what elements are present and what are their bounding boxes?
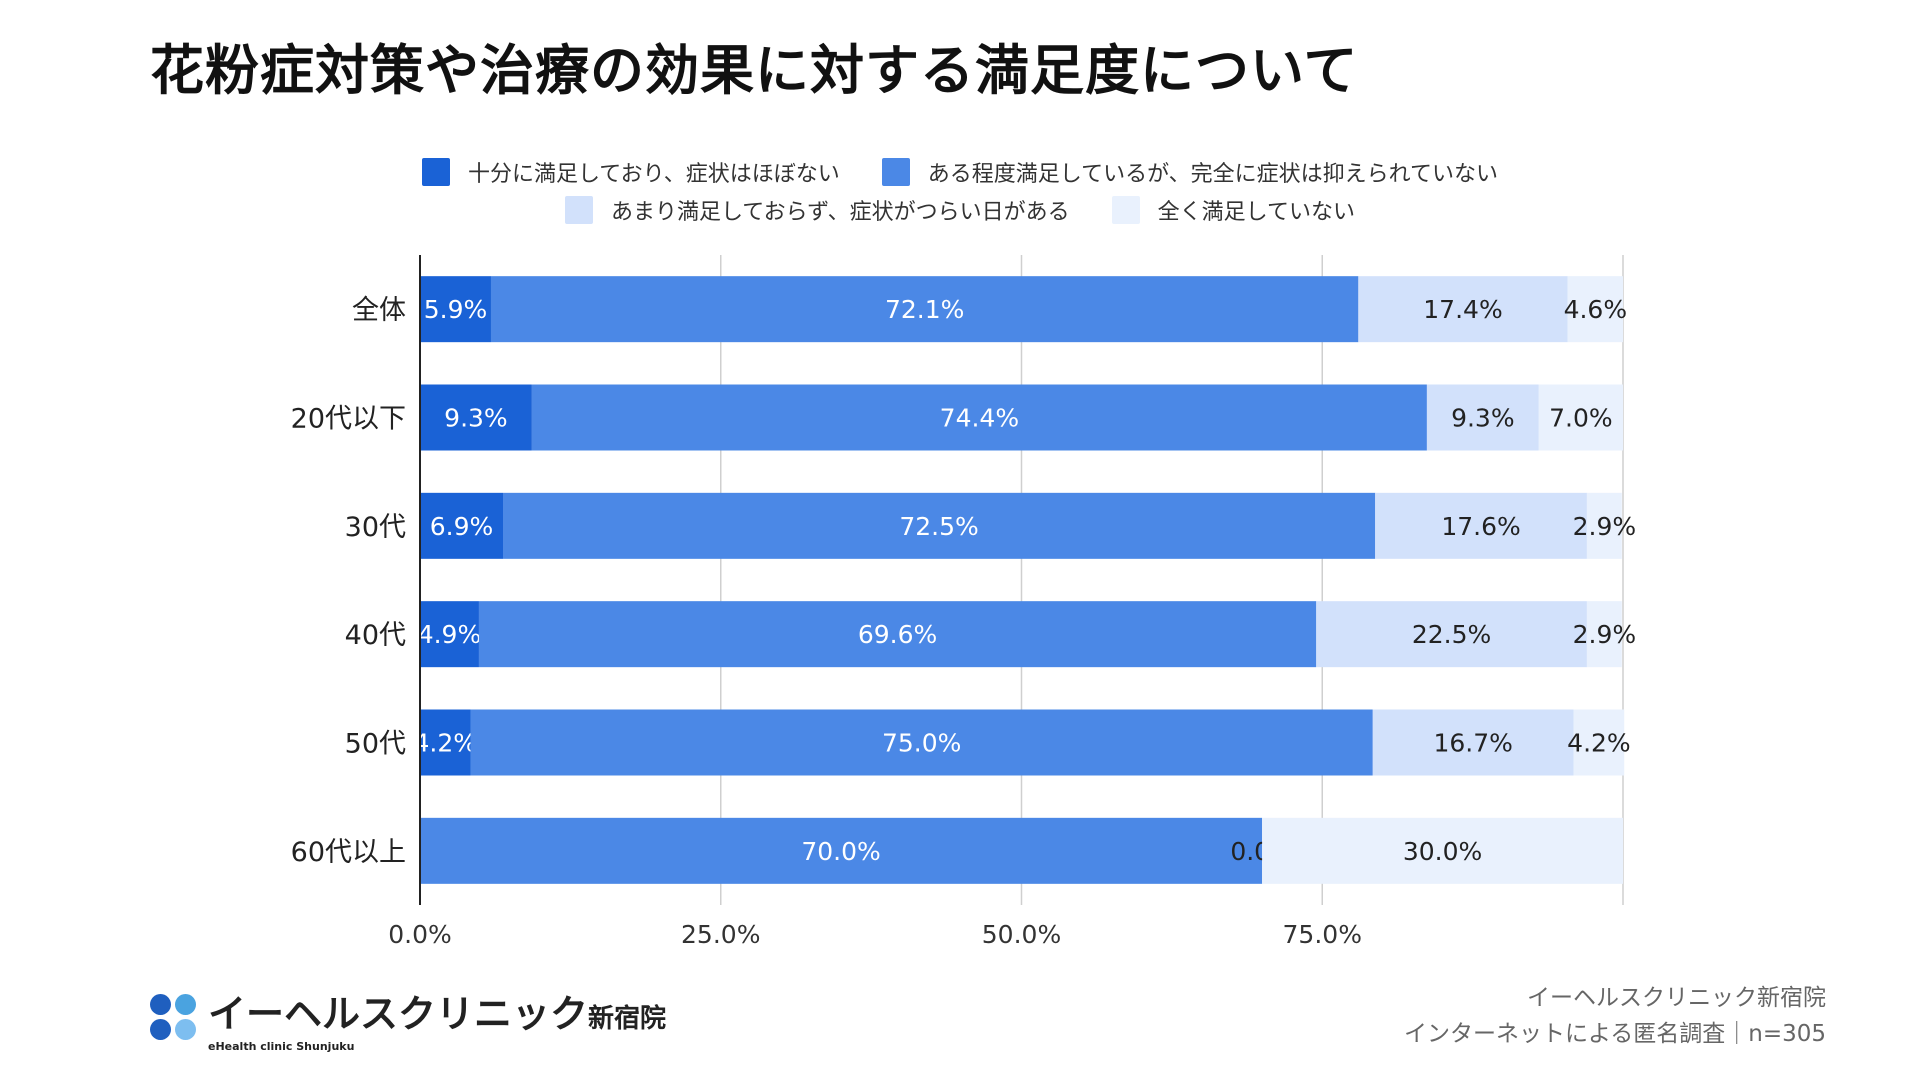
data-label: 30.0% (1403, 837, 1482, 866)
x-tick-label: 25.0% (681, 920, 760, 949)
data-label: 72.5% (899, 512, 978, 541)
bar-segment (1262, 817, 1623, 884)
legend-swatch-not-very-satisfied (564, 196, 593, 224)
legend-item-fully-satisfied: 十分に満足しており、症状はほぼない (421, 156, 840, 188)
category-label: 20代以下 (291, 404, 406, 435)
bar-segment (420, 709, 471, 776)
bar-segment (1372, 709, 1574, 776)
bar-segment (478, 601, 1317, 668)
logo-name: イーヘルスクリニック (208, 992, 589, 1036)
data-label: 75.0% (882, 729, 961, 758)
data-label: 7.0% (1549, 404, 1613, 433)
category-label: 40代 (345, 620, 406, 651)
legend-label-somewhat-satisfied: ある程度満足しているが、完全に症状は抑えられていない (927, 162, 1499, 187)
data-label: 9.3% (444, 404, 508, 433)
logo-mark-icon (150, 994, 198, 1042)
bar-segment (420, 601, 479, 668)
legend-swatch-fully-satisfied (421, 158, 450, 186)
x-tick-label: 75.0% (1283, 920, 1362, 949)
data-label: 2.9% (1573, 620, 1637, 649)
legend-swatch-somewhat-satisfied (881, 158, 910, 186)
logo-dot-icon (175, 1019, 196, 1040)
bar-segment (420, 492, 504, 559)
logo-text: イーヘルスクリニック新宿院 eHealth clinic Shunjuku (208, 994, 666, 1053)
logo-branch: 新宿院 (588, 1004, 667, 1034)
bar-segment (490, 276, 1359, 343)
bar-segment (420, 276, 491, 343)
data-label: 17.6% (1441, 512, 1520, 541)
source-note: イーヘルスクリニック新宿院 インターネットによる匿名調査｜n=305 (1404, 980, 1826, 1052)
bar-segment (420, 384, 532, 451)
bar-segment (1567, 276, 1623, 343)
bar-segment (1426, 384, 1539, 451)
data-label: 2.9% (1573, 512, 1637, 541)
data-label: 4.9% (418, 620, 482, 649)
data-label: 6.9% (430, 512, 494, 541)
data-label: 72.1% (885, 295, 964, 324)
x-tick-label: 0.0% (388, 920, 452, 949)
logo-subtitle: eHealth clinic Shunjuku (208, 1040, 355, 1053)
bar-segment (1586, 601, 1622, 668)
bar-segment (1573, 709, 1625, 776)
data-label: 69.6% (858, 620, 937, 649)
category-label: 全体 (352, 295, 406, 326)
bar-segment (420, 817, 1263, 884)
chart-title: 花粉症対策や治療の効果に対する満足度について (150, 39, 1359, 102)
x-tick-label: 50.0% (982, 920, 1061, 949)
legend-label-fully-satisfied: 十分に満足しており、症状はほぼない (467, 162, 840, 187)
data-label: 74.4% (940, 404, 1019, 433)
data-label: 4.2% (1567, 729, 1631, 758)
legend-item-somewhat-satisfied: ある程度満足しているが、完全に症状は抑えられていない (881, 156, 1499, 188)
bar-segment (503, 492, 1376, 559)
legend-label-not-very-satisfied: あまり満足しておらず、症状がつらい日がある (610, 200, 1070, 225)
bar-segment (1316, 601, 1587, 668)
source-line-2: インターネットによる匿名調査｜n=305 (1403, 1021, 1826, 1047)
category-label: 50代 (345, 729, 406, 760)
clinic-logo: イーヘルスクリニック新宿院 eHealth clinic Shunjuku (150, 994, 666, 1053)
legend-item-not-satisfied: 全く満足していない (1111, 194, 1356, 226)
data-label: 4.6% (1564, 295, 1628, 324)
bar-segment (1375, 492, 1587, 559)
bar-segment (1586, 492, 1622, 559)
data-label: 4.2% (414, 729, 478, 758)
data-label: 70.0% (801, 837, 880, 866)
data-label: 22.5% (1412, 620, 1491, 649)
bar-segment (470, 709, 1373, 776)
logo-dot-icon (175, 994, 196, 1015)
data-label: 5.9% (424, 295, 488, 324)
bar-segment (1538, 384, 1623, 451)
data-label: 16.7% (1434, 729, 1513, 758)
legend-row-2: あまり満足しておらず、症状がつらい日がある 全く満足していない (0, 194, 1920, 226)
legend-row-1: 十分に満足しており、症状はほぼない ある程度満足しているが、完全に症状は抑えられ… (0, 156, 1920, 188)
logo-dot-icon (150, 994, 171, 1015)
legend-swatch-not-satisfied (1111, 196, 1140, 224)
legend-label-not-satisfied: 全く満足していない (1157, 200, 1356, 225)
category-label: 60代以上 (291, 837, 406, 868)
data-label: 9.3% (1451, 404, 1515, 433)
bar-segment (1358, 276, 1568, 343)
category-label: 30代 (345, 512, 406, 543)
logo-dot-icon (150, 1019, 171, 1040)
bar-segment (531, 384, 1427, 451)
legend-item-not-very-satisfied: あまり満足しておらず、症状がつらい日がある (564, 194, 1070, 226)
data-label: 17.4% (1423, 295, 1502, 324)
source-line-1: イーヘルスクリニック新宿院 (1527, 985, 1826, 1011)
